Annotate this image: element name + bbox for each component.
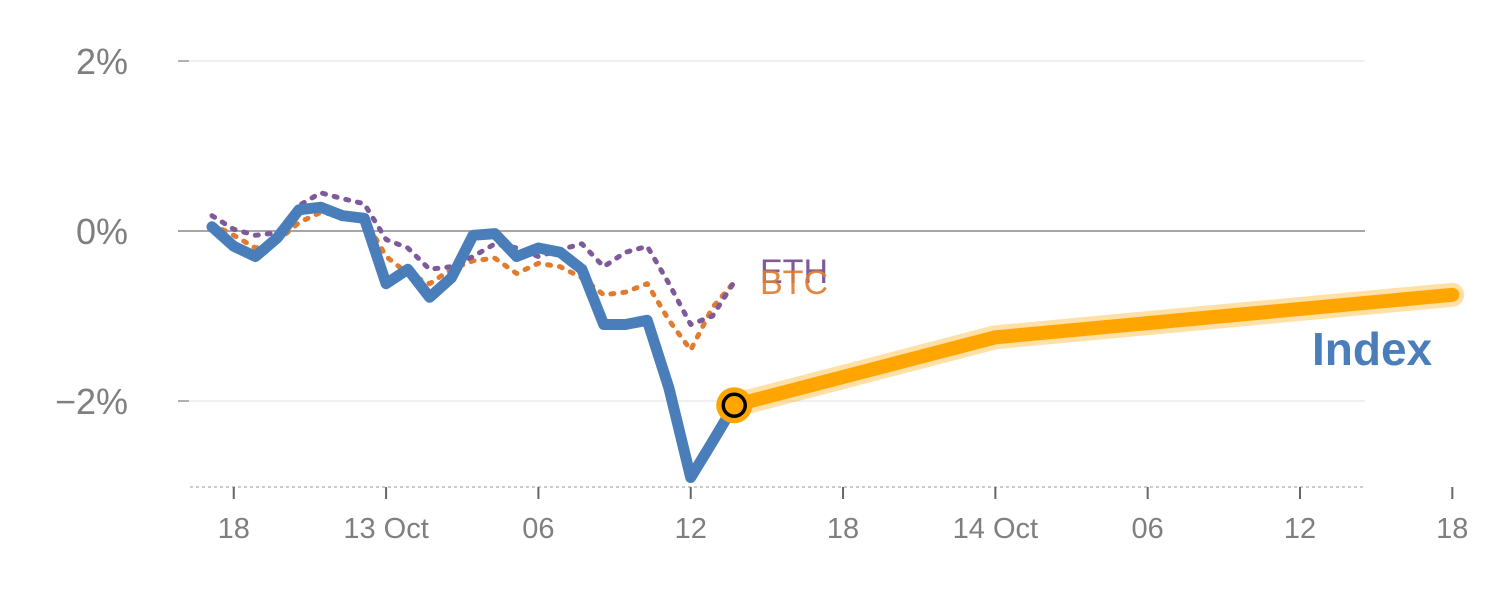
series-label-index: Index (1312, 323, 1433, 375)
marker-dot (721, 392, 747, 418)
x-tick-label: 06 (522, 513, 554, 545)
y-tick-label: 0% (76, 211, 128, 252)
projection-line (727, 287, 1460, 413)
series-line-index (206, 201, 740, 483)
y-tick-label: 2% (76, 41, 128, 82)
series-lines (206, 190, 1465, 483)
x-tick-label: 12 (1284, 513, 1316, 545)
x-tick-label: 18 (218, 513, 250, 545)
current-point-marker (716, 387, 753, 424)
gridlines (178, 60, 1365, 402)
series-line-eth (209, 190, 737, 327)
x-tick-label: 12 (675, 513, 707, 545)
series-labels: ETH BTC Index (760, 253, 1433, 375)
series-line-btc (209, 209, 737, 353)
x-tick-label: 13 Oct (343, 513, 428, 545)
series-label-eth: ETH (760, 253, 828, 291)
x-tick-label: 18 (1436, 513, 1468, 545)
y-tick-label: −2% (55, 381, 128, 422)
y-axis-ticks: 2% 0% −2% (55, 41, 189, 422)
x-axis: 18 13 Oct 06 12 18 14 Oct 06 12 18 (190, 486, 1468, 545)
series-label-btc: BTC (760, 264, 828, 302)
x-tick-label: 18 (827, 513, 859, 545)
x-tick-label: 06 (1132, 513, 1164, 545)
x-tick-label: 14 Oct (953, 513, 1038, 545)
